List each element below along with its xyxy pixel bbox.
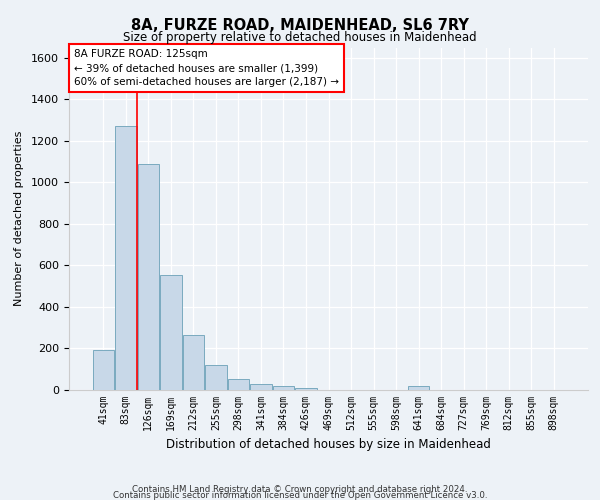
Bar [115, 126, 137, 390]
Bar [137, 164, 159, 390]
Text: Contains public sector information licensed under the Open Government Licence v3: Contains public sector information licen… [113, 491, 487, 500]
Bar [250, 384, 272, 390]
Bar [205, 365, 227, 390]
Text: 8A, FURZE ROAD, MAIDENHEAD, SL6 7RY: 8A, FURZE ROAD, MAIDENHEAD, SL6 7RY [131, 18, 469, 32]
Bar [408, 386, 429, 390]
Text: 8A FURZE ROAD: 125sqm
← 39% of detached houses are smaller (1,399)
60% of semi-d: 8A FURZE ROAD: 125sqm ← 39% of detached … [74, 49, 339, 87]
Bar [273, 386, 294, 390]
Y-axis label: Number of detached properties: Number of detached properties [14, 131, 24, 306]
Bar [92, 350, 114, 390]
Bar [160, 275, 182, 390]
X-axis label: Distribution of detached houses by size in Maidenhead: Distribution of detached houses by size … [166, 438, 491, 452]
Text: Size of property relative to detached houses in Maidenhead: Size of property relative to detached ho… [123, 31, 477, 44]
Text: Contains HM Land Registry data © Crown copyright and database right 2024.: Contains HM Land Registry data © Crown c… [132, 484, 468, 494]
Bar [182, 335, 204, 390]
Bar [295, 388, 317, 390]
Bar [228, 378, 249, 390]
